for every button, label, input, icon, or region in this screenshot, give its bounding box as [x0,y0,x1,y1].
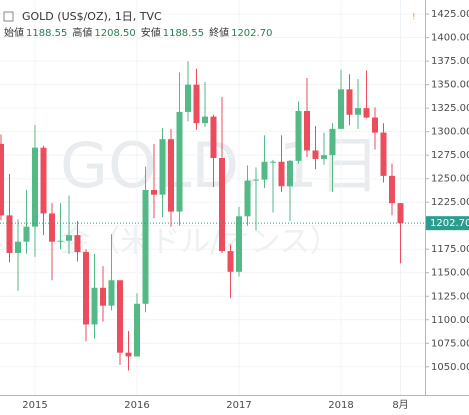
ohlc-name: 安値 [141,26,161,39]
candle-body [49,213,55,242]
candle-body [151,189,157,195]
candle-body [32,147,38,227]
x-tick-label: 8月 [392,399,408,411]
ohlc-value: 1188.55 [26,28,67,39]
candle-body [125,352,132,357]
candle-body [227,251,234,272]
y-tick-label: 1300.00 [431,127,469,138]
y-tick-label: 1250.00 [431,174,469,185]
ohlc-name: 高値 [72,26,92,39]
candle-body [278,161,285,187]
ohlc-value: 1202.70 [231,28,272,39]
candle-body [363,108,370,118]
candle-body [176,111,183,212]
candle-body [397,203,404,224]
candle-body [23,226,30,242]
y-tick-label: 1425.00 [431,9,469,20]
candle-body [380,132,387,176]
candle-body [210,116,217,158]
y-tick-label: 1175.00 [431,244,469,255]
ohlc-value: 1208.50 [94,28,135,39]
candle-body [108,280,115,306]
candle-body [312,150,319,159]
candle-body [6,215,13,253]
y-tick-label: 1275.00 [431,150,469,161]
candle-body [219,158,225,252]
candle-body [66,235,72,241]
candle-body [100,287,106,306]
candle-body [236,216,242,272]
y-tick-label: 1375.00 [431,56,469,67]
ohlc-name: 終値 [209,26,229,39]
y-tick-label: 1150.00 [431,268,469,279]
candle-body [168,139,174,212]
candle-body [117,280,123,353]
candle-body [304,110,310,151]
x-tick-label: 2015 [22,400,47,411]
candle-body [338,89,344,129]
candle-body [355,108,361,115]
y-tick-label: 1100.00 [431,315,469,326]
candle-body [134,303,140,357]
candle-body [321,155,327,159]
y-tick-label: 1325.00 [431,103,469,114]
chart-title: GOLD (US$/OZ), 1日, TVC [22,10,162,23]
candle-body [253,179,259,181]
candle-body [15,241,21,253]
y-tick-label: 1400.00 [431,33,469,44]
watermark: 金（米ドル/オンス） [60,225,340,260]
candle-body [57,240,64,242]
expand-icon[interactable] [3,11,14,22]
ohlc-value: 1188.55 [163,28,204,39]
candle-body [346,89,353,115]
candle-body [295,110,302,161]
x-tick-label: 2016 [124,400,149,411]
candle-body [261,161,268,180]
candle-body [142,189,149,304]
candle-body [74,235,81,253]
candle-body [159,139,166,195]
candle-body [329,128,336,156]
y-tick-label: 1075.00 [431,338,469,349]
candle-body [0,143,4,216]
alert-icon[interactable]: ! [412,13,416,23]
last-price-box [426,216,469,231]
x-tick-label: 2017 [226,400,251,411]
y-tick-label: 1050.00 [431,362,469,373]
candle-body [185,84,191,112]
candle-body [389,175,395,204]
candle-body [83,252,89,325]
y-tick-label: 1350.00 [431,80,469,91]
x-tick-label: 2018 [328,400,353,411]
ohlc-name: 始値 [4,26,24,39]
y-tick-label: 1225.00 [431,197,469,208]
candle-body [372,117,378,133]
candle-body [193,84,200,124]
candle-body [244,180,251,217]
candle-body [270,161,276,163]
y-tick-label: 1125.00 [431,291,469,302]
last-price-label: 1202.70 [430,218,469,229]
candle-body [202,116,208,124]
candle-body [287,160,293,187]
candle-body [40,147,47,214]
candle-body [91,287,98,325]
